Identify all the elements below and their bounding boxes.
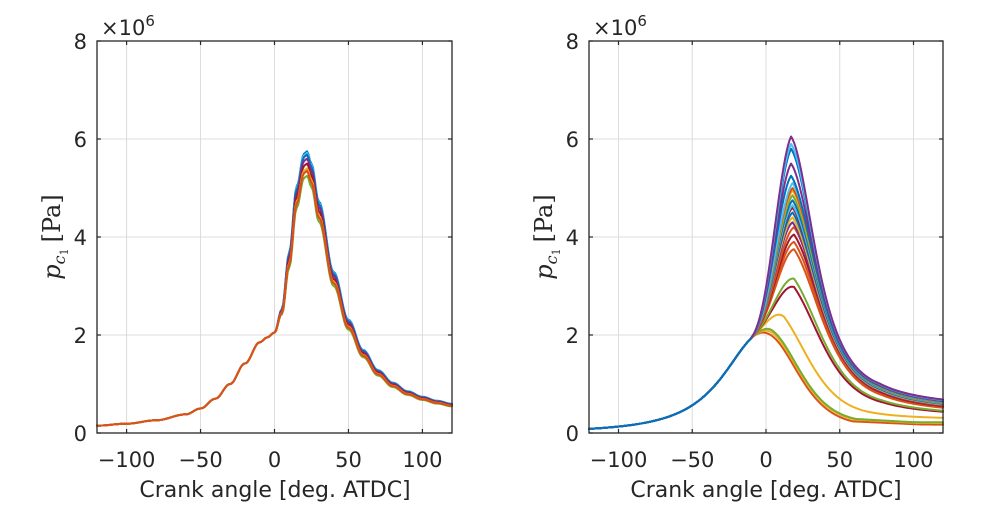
right-y-tick-label: 4 — [566, 226, 579, 250]
left-y-axis-label: pc1[Pa] — [38, 194, 71, 279]
left-x-tick-label: 100 — [402, 448, 442, 472]
right-x-tick-label: −50 — [670, 448, 714, 472]
right-x-tick-label: 0 — [759, 448, 772, 472]
right-curves — [588, 135, 944, 430]
left-x-tick-label: 0 — [268, 448, 281, 472]
left-y-tick-label: 4 — [74, 226, 87, 250]
left-x-tick-label: −100 — [98, 448, 156, 472]
left-curves — [96, 150, 453, 427]
left-y-tick-label: 6 — [74, 128, 87, 152]
left-axes: −100 −50 0 50 100 0 2 4 6 8 ×106 Crank angle [deg… — [38, 12, 453, 503]
right-y-tick-label: 2 — [566, 324, 579, 348]
right-x-tick-label: −100 — [590, 448, 648, 472]
left-series-line-top — [96, 169, 453, 427]
right-ticks: −100 −50 0 50 100 0 2 4 6 8 — [566, 30, 943, 472]
left-y-tick-label: 8 — [74, 30, 87, 54]
left-y-tick-label: 0 — [74, 422, 87, 446]
right-x-tick-label: 50 — [826, 448, 853, 472]
right-grid — [589, 41, 943, 433]
right-y-tick-label: 6 — [566, 128, 579, 152]
svg-text:pc1[Pa]: pc1[Pa] — [38, 194, 71, 279]
left-y-tick-label: 2 — [74, 324, 87, 348]
right-y-tick-label: 8 — [566, 30, 579, 54]
left-grid — [97, 41, 452, 433]
left-x-tick-label: −50 — [178, 448, 222, 472]
right-x-axis-label: Crank angle [deg. ATDC] — [630, 478, 901, 503]
svg-text:pc1[Pa]: pc1[Pa] — [530, 194, 563, 279]
right-compression-line — [588, 337, 753, 430]
right-y-axis-label: pc1[Pa] — [530, 194, 563, 279]
right-exponent-label: ×106 — [593, 12, 647, 40]
right-x-tick-label: 100 — [893, 448, 933, 472]
right-axes: −100 −50 0 50 100 0 2 4 6 8 ×106 Crank angle [deg… — [530, 12, 944, 503]
left-x-tick-label: 50 — [335, 448, 362, 472]
left-x-axis-label: Crank angle [deg. ATDC] — [139, 478, 410, 503]
right-y-tick-label: 0 — [566, 422, 579, 446]
left-exponent-label: ×106 — [101, 12, 155, 40]
left-ticks: −100 −50 0 50 100 0 2 4 6 8 — [74, 30, 452, 472]
